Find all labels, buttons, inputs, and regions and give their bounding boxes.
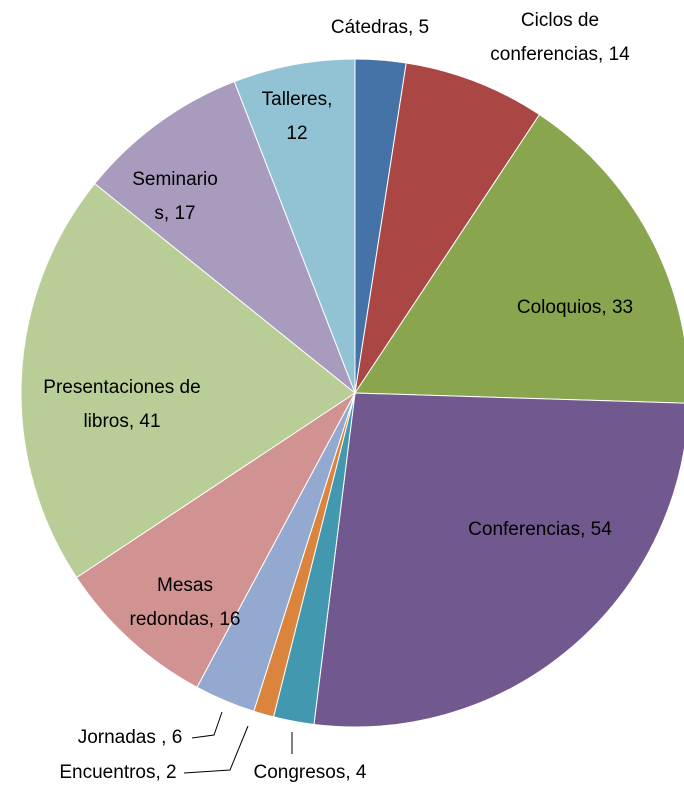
label-line: Congresos, 4 — [253, 762, 366, 783]
label-line: s, 17 — [154, 203, 195, 224]
label-line: redondas, 16 — [130, 609, 241, 630]
pie-slice — [94, 80, 357, 395]
label-line: Seminario — [132, 169, 218, 190]
leader-line — [191, 711, 223, 739]
pie-slice — [233, 58, 356, 394]
data-label: Mesas redondas, 16 — [130, 575, 241, 630]
pie-slice — [75, 392, 356, 688]
data-label: Coloquios, 33 — [517, 297, 633, 318]
data-label: Conferencias, 54 — [468, 519, 612, 540]
label-line: Presentaciones de — [43, 377, 200, 398]
data-label: Talleres, 12 — [262, 89, 333, 144]
label-line: Encuentros, 2 — [59, 762, 176, 783]
label-line: libros, 41 — [83, 411, 160, 432]
data-label: Ciclos de conferencias, 14 — [490, 10, 630, 65]
data-label: Encuentros, 2 — [59, 762, 176, 783]
data-label: Cátedras, 5 — [331, 17, 429, 38]
label-line: Coloquios, 33 — [517, 297, 633, 318]
leader-line — [183, 725, 249, 774]
pie-slice — [20, 182, 356, 579]
pie-slice — [354, 113, 684, 404]
pie-slice — [313, 392, 684, 728]
label-line: Mesas — [157, 575, 213, 596]
label-line: Talleres, — [262, 89, 333, 110]
data-label: Presentaciones de libros, 41 — [43, 377, 200, 432]
data-label: Congresos, 4 — [253, 762, 366, 783]
data-label: Jornadas , 6 — [78, 727, 183, 748]
label-line: Conferencias, 54 — [468, 519, 612, 540]
label-line: Ciclos de — [521, 10, 599, 31]
label-line: 12 — [286, 123, 307, 144]
label-line: Jornadas , 6 — [78, 727, 183, 748]
label-line: Cátedras, 5 — [331, 17, 429, 38]
label-line: conferencias, 14 — [490, 44, 630, 65]
slices — [20, 58, 684, 728]
data-label: Seminario s, 17 — [132, 169, 218, 224]
pie-slice — [354, 62, 541, 394]
